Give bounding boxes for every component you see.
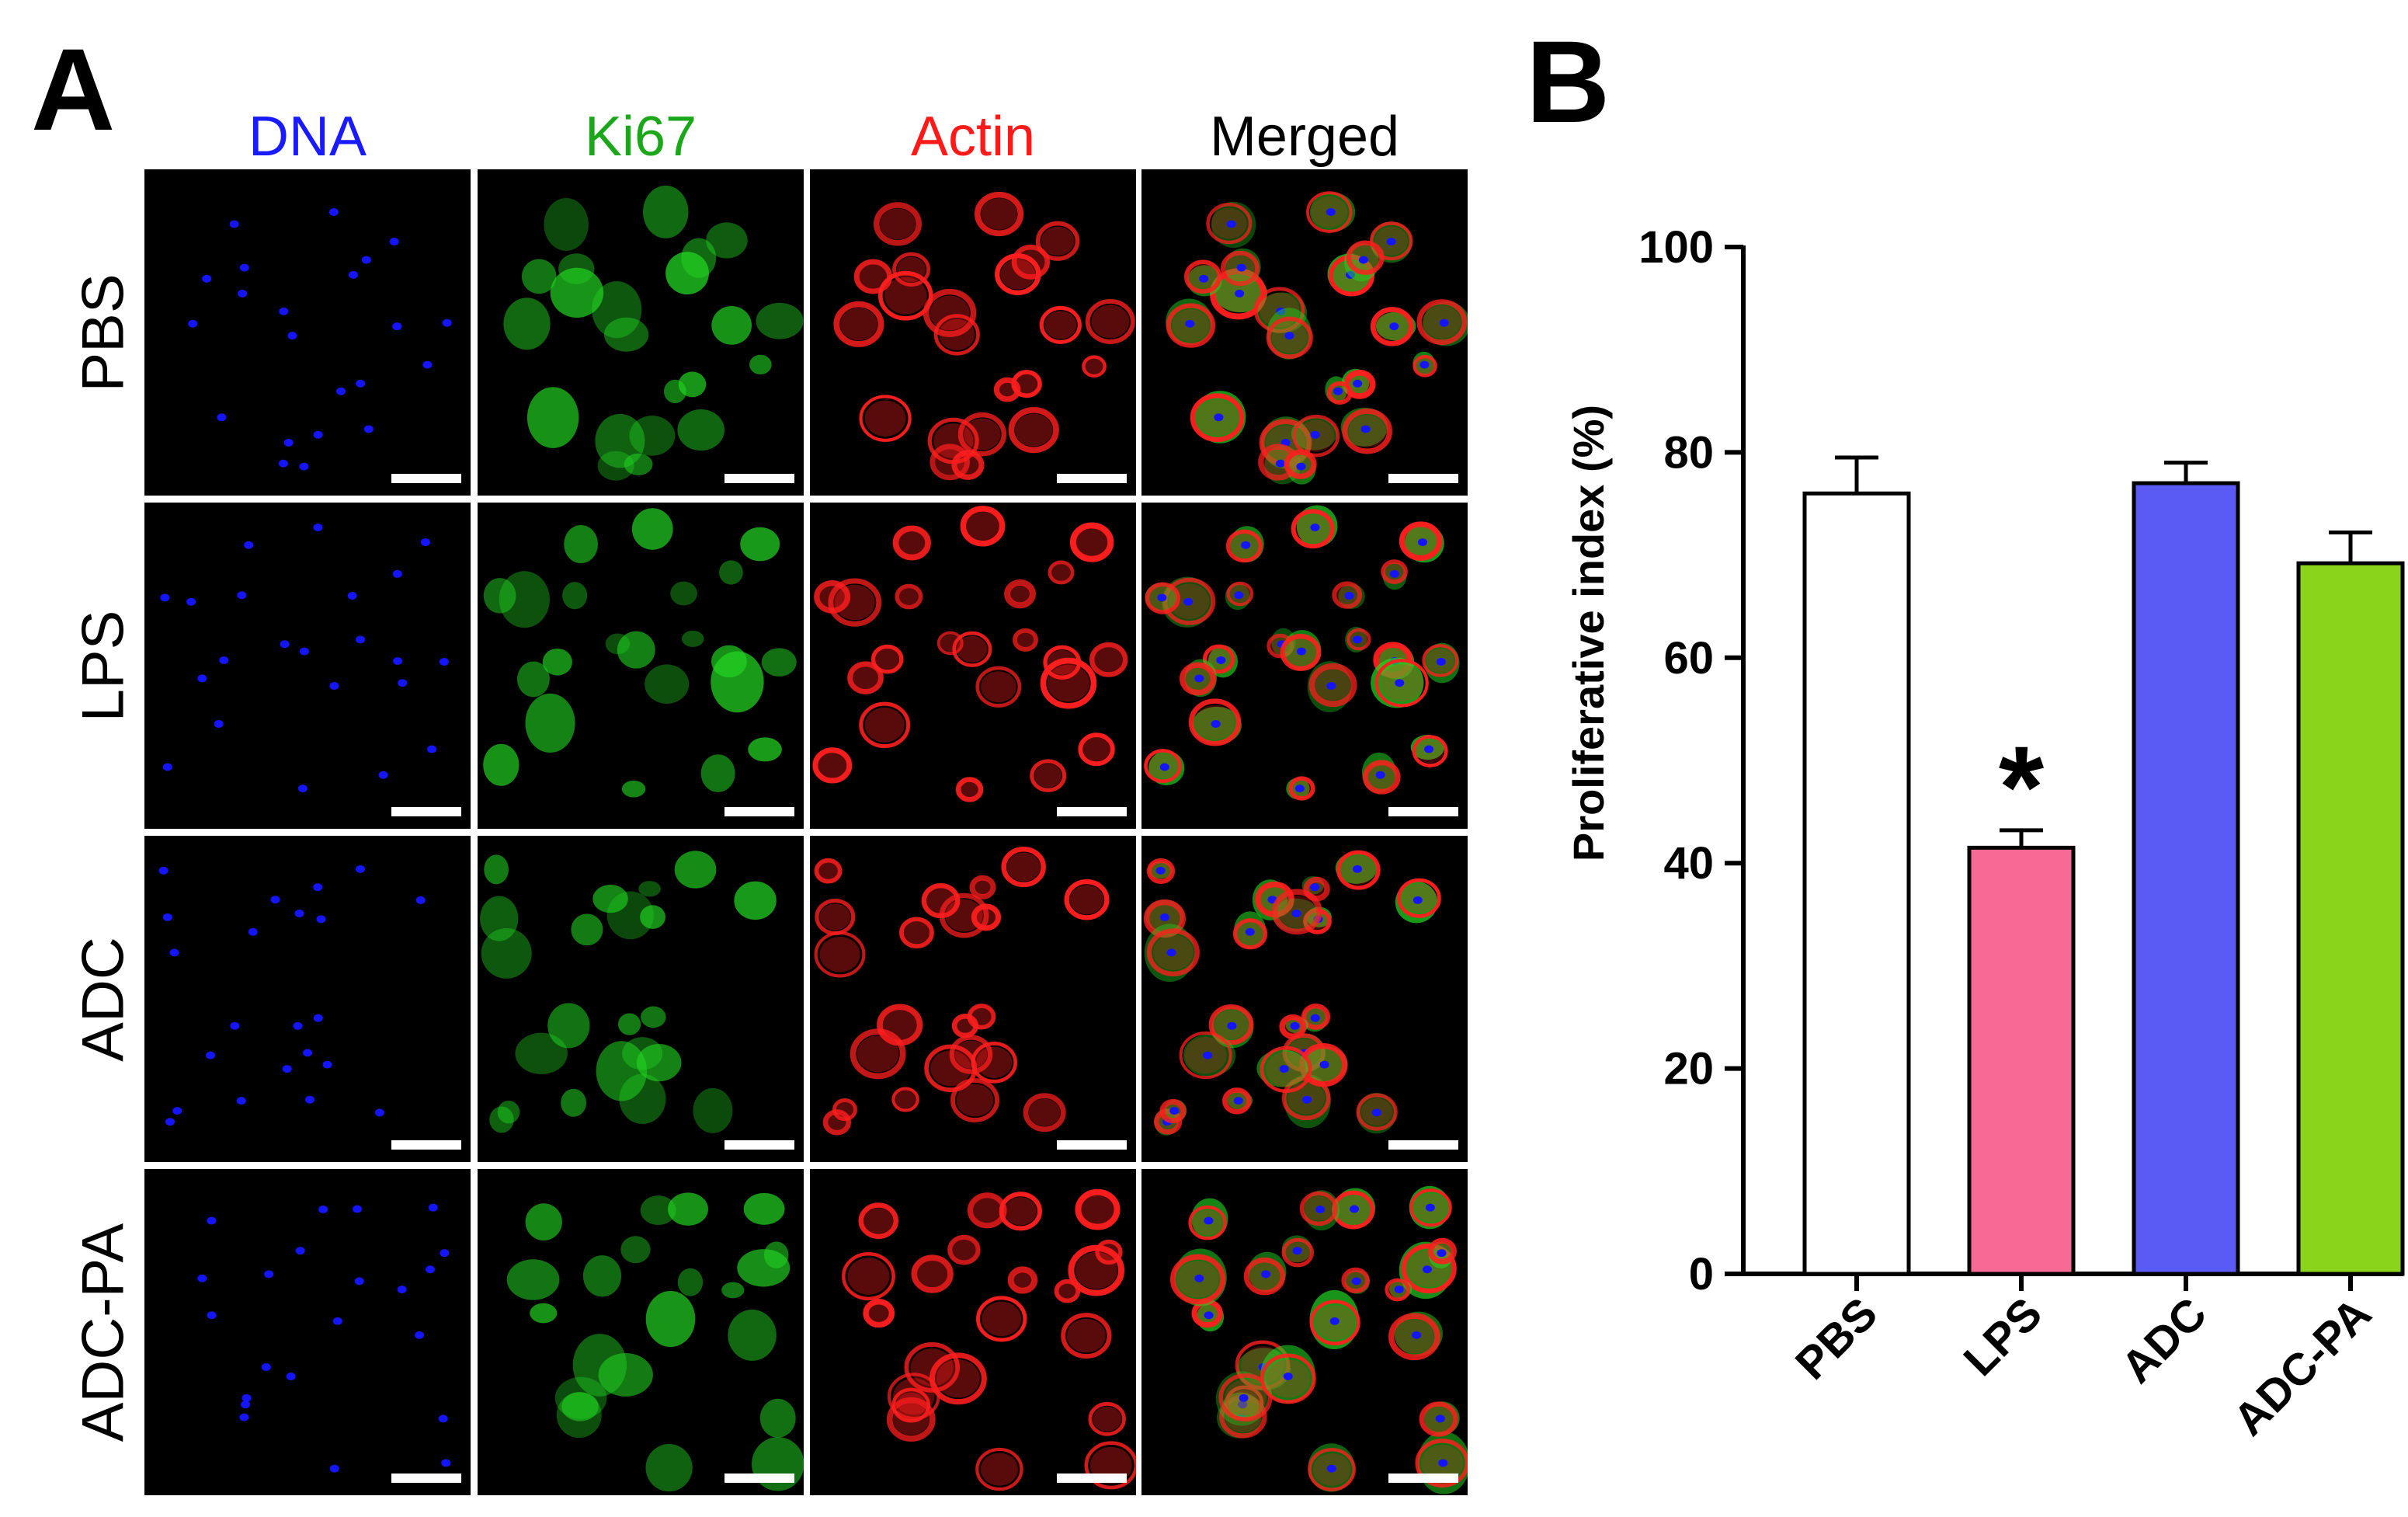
row-label-adc: ADC — [68, 836, 138, 1162]
row-label-lps: LPS — [68, 503, 138, 829]
significance-asterisk: * — [1999, 722, 2045, 852]
micrograph-lps-actin — [810, 503, 1136, 829]
proliferative-index-chart: Proliferative index (%) 0 20 40 60 80 100 PBS… — [1564, 222, 2405, 1446]
row-label-pbs: PBS — [68, 169, 138, 496]
micrograph-pbs-actin — [810, 169, 1136, 496]
micrograph-pbs-dna — [144, 169, 471, 496]
x-tick-label-lps: LPS — [1954, 1288, 2052, 1386]
row-label-adc-pa-text: ADC-PA — [70, 1223, 137, 1442]
row-label-adc-text: ADC — [70, 936, 137, 1062]
row-label-lps-text: LPS — [70, 610, 137, 722]
y-tick-label-20: 20 — [1663, 1044, 1714, 1094]
row-label-adc-pa: ADC-PA — [68, 1169, 138, 1495]
micrograph-adc-dna — [144, 836, 471, 1162]
micrograph-pbs-merged — [1141, 169, 1468, 496]
column-label-merged: Merged — [1209, 106, 1400, 168]
micrograph-adc-pa-merged — [1141, 1169, 1468, 1495]
x-tick-label-adc: ADC — [2111, 1288, 2216, 1393]
micrograph-adc-ki67 — [478, 836, 804, 1162]
panel-b-letter: B — [1526, 16, 1611, 147]
micrograph-lps-ki67 — [478, 503, 804, 829]
micrograph-adc-merged — [1141, 836, 1468, 1162]
bar-lps — [1967, 845, 2076, 1276]
column-label-ki67: Ki67 — [584, 106, 697, 168]
column-label-actin: Actin — [910, 106, 1036, 168]
y-tick-label-60: 60 — [1663, 633, 1714, 684]
micrograph-adc-pa-actin — [810, 1169, 1136, 1495]
bar-adc — [2132, 481, 2240, 1276]
y-tick-label-0: 0 — [1689, 1249, 1714, 1300]
x-tick-label-pbs: PBS — [1786, 1288, 1887, 1389]
micrograph-lps-merged — [1141, 503, 1468, 829]
micrograph-adc-pa-dna — [144, 1169, 471, 1495]
y-tick-label-40: 40 — [1663, 838, 1714, 889]
micrograph-pbs-ki67 — [478, 169, 804, 496]
x-tick-label-adc-pa: ADC-PA — [2224, 1288, 2381, 1445]
y-tick-label-80: 80 — [1663, 427, 1714, 478]
bar-adc-pa — [2296, 561, 2405, 1276]
panel-a-letter: A — [31, 24, 116, 155]
row-label-pbs-text: PBS — [70, 273, 137, 392]
micrograph-adc-pa-ki67 — [478, 1169, 804, 1495]
column-label-dna: DNA — [248, 106, 367, 168]
micrograph-lps-dna — [144, 503, 471, 829]
y-tick-label-100: 100 — [1638, 222, 1714, 273]
y-axis-label: Proliferative index (%) — [1564, 405, 1613, 861]
bar-pbs — [1802, 491, 1911, 1276]
micrograph-adc-actin — [810, 836, 1136, 1162]
chart-bars — [1802, 455, 2405, 1276]
